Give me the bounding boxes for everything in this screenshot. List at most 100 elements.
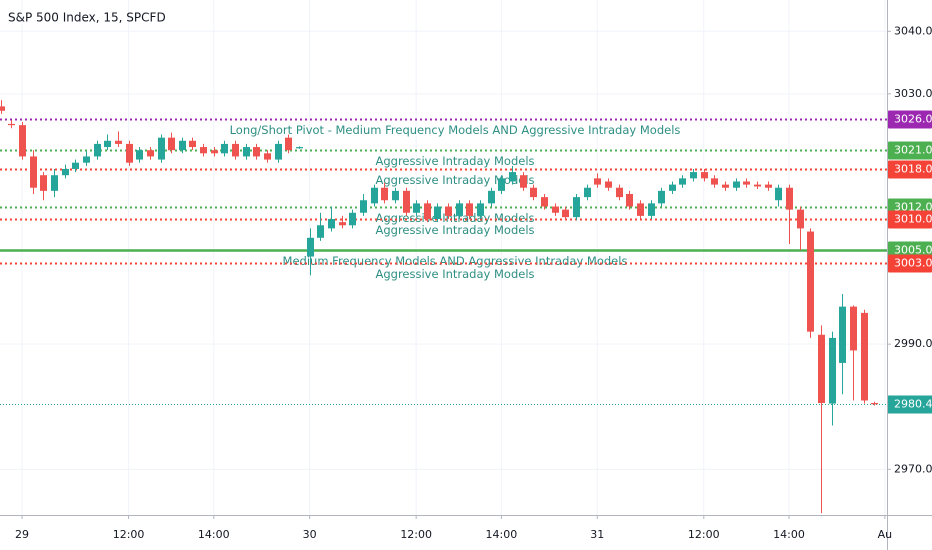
level-price-tag [888,160,932,179]
candle-body [232,143,239,157]
candle-body [861,312,868,401]
candle-body [573,197,580,218]
candle-body [307,237,314,257]
x-tick-label: 12:00 [400,528,432,541]
candle-body [115,140,122,144]
candle-body [786,187,793,210]
level-price-label: 3026.0 [894,113,932,126]
candle-body [424,203,431,220]
candle-body [285,137,292,151]
candle-body [562,209,569,218]
candle-body [104,140,111,148]
candle-body [168,137,175,151]
last-price-tag [888,395,932,414]
candle-body [584,187,591,198]
candle-body [136,150,143,160]
candle-body [158,137,165,160]
candle-body [765,184,772,188]
chart-title: S&P 500 Index, 15, SPCFD [8,11,166,25]
candle-body [179,140,186,151]
candle-body [275,143,282,160]
level-annotation: Aggressive Intraday Models [375,173,534,187]
x-tick-label: Au [878,528,893,541]
level-price-tag [888,110,932,129]
level-price-tag [888,254,932,273]
candle-body [605,181,612,188]
y-tick-label: 2990.0 [894,337,932,350]
candle-body [679,178,686,185]
candle-body [829,337,836,404]
candle-body [775,187,782,201]
candle-body [818,334,825,403]
candle-body [413,203,420,213]
candle-body [488,190,495,204]
candle-body [51,175,58,191]
level-price-label: 3018.0 [894,163,932,176]
candle-body [296,147,303,149]
candle-body [701,172,708,179]
candle-body [520,175,527,188]
candle-body [371,187,378,204]
x-tick-label: 12:00 [113,528,145,541]
candle-body [669,184,676,191]
candle-body [477,203,484,216]
candle-body [40,175,47,191]
candle-body [243,147,250,157]
candle-body [264,153,271,160]
grid [0,0,887,515]
candle-body [711,178,718,185]
candle-body [30,156,37,188]
candle-body [72,162,79,169]
x-tick-label: 14:00 [486,528,518,541]
level-annotation: Aggressive Intraday Models [375,267,534,281]
candle-body [733,181,740,188]
candle-body [434,206,441,220]
candle-body [797,209,804,229]
candle-body [648,203,655,216]
candle-body [147,150,154,157]
candle-body [445,206,452,216]
candle-body [466,203,473,216]
levels: Long/Short Pivot - Medium Frequency Mode… [0,118,887,405]
x-tick-label: 31 [590,528,604,541]
candle-body [456,203,463,216]
level-annotation: Medium Frequency Models AND Aggressive I… [283,254,628,268]
level-annotation: Aggressive Intraday Models [375,154,534,168]
level-price-label: 3021.0 [894,144,932,157]
candle-body [594,178,601,185]
candle-body [392,190,399,201]
level-price-label: 3003.0 [894,257,932,270]
candle-body [807,231,814,332]
level-price-label: 3012.0 [894,201,932,214]
candle-body [498,178,505,191]
candle-body [349,212,356,226]
candle-body [530,187,537,198]
candle-body [552,206,559,213]
y-tick-label: 3030.0 [894,87,932,100]
x-tick-label: 14:00 [198,528,230,541]
level-price-tag [888,210,932,229]
candle-body [658,190,665,204]
candle-body [19,125,26,157]
level-price-tag [888,141,932,160]
candle-body [403,190,410,213]
candle-body [690,172,697,179]
candle-body [8,123,15,126]
level-annotation: Aggressive Intraday Models [375,223,534,237]
candle-body [0,106,5,111]
candle-body [626,193,633,207]
candle-body [616,187,623,198]
candle-body [339,222,346,226]
candle-body [83,156,90,163]
candle-body [253,147,260,157]
candle-body [317,225,324,238]
x-tick-label: 30 [303,528,317,541]
candle-body [541,197,548,207]
candle-body [850,306,857,351]
candles [0,100,878,514]
candle-body [328,219,335,229]
y-tick-label: 3040.0 [894,24,932,37]
